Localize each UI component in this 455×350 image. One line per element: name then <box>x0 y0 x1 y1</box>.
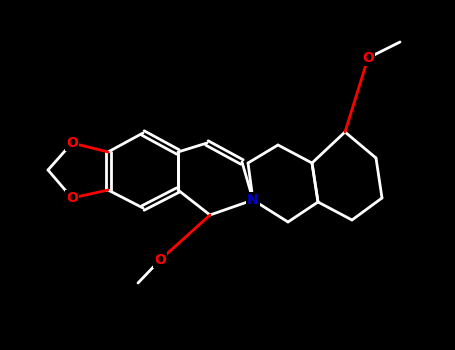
Text: O: O <box>362 51 374 65</box>
Text: N: N <box>247 193 259 207</box>
Text: O: O <box>66 136 78 150</box>
Text: O: O <box>154 253 166 267</box>
Text: O: O <box>66 191 78 205</box>
